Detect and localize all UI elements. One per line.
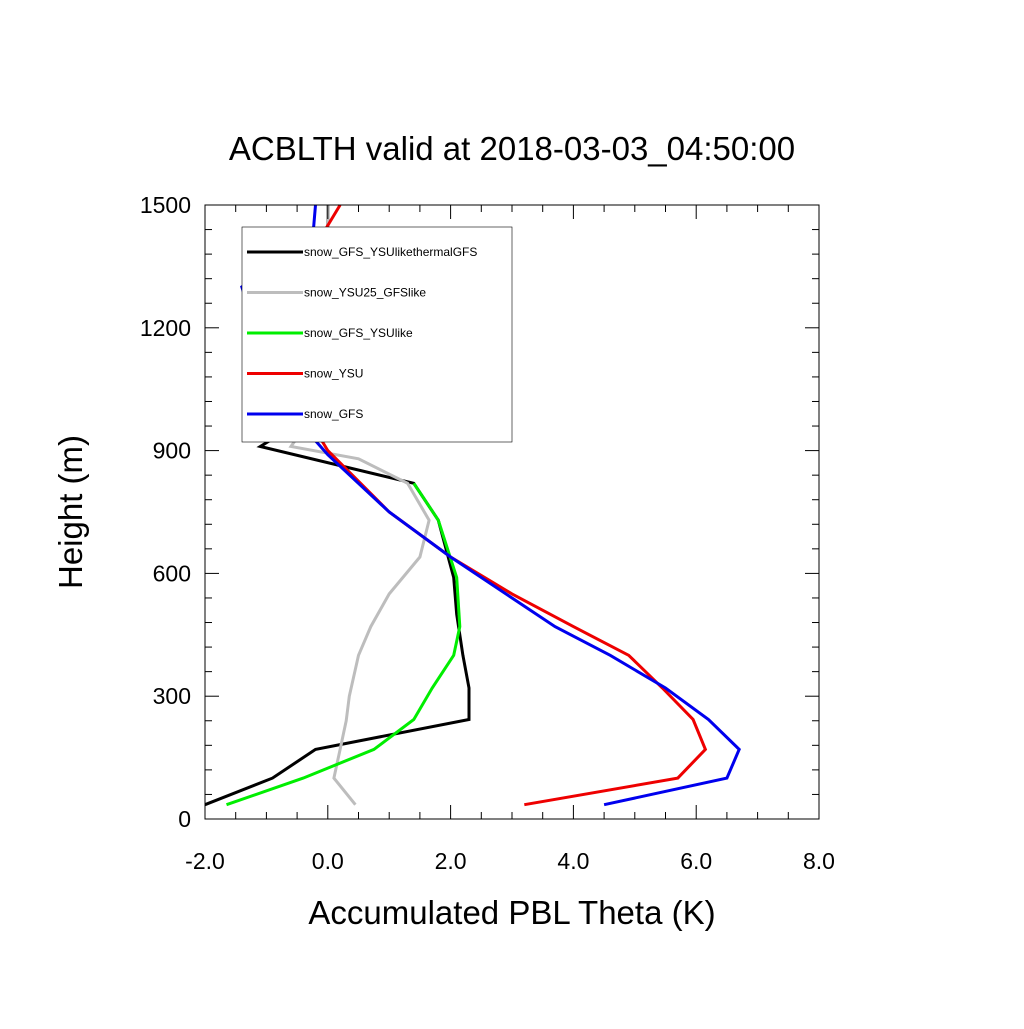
legend-label: snow_GFS_YSUlike <box>304 326 413 340</box>
x-tick-label: 0.0 <box>312 848 344 874</box>
legend-label: snow_GFS <box>304 407 363 421</box>
legend-label: snow_YSU25_GFSlike <box>304 286 426 300</box>
legend-label: snow_GFS_YSUlikethermalGFS <box>304 245 477 259</box>
y-tick-label: 0 <box>178 806 191 832</box>
y-tick-label: 300 <box>153 683 191 709</box>
y-axis-label: Height (m) <box>52 435 89 589</box>
x-axis-label: Accumulated PBL Theta (K) <box>308 894 715 931</box>
y-tick-label: 1500 <box>140 192 191 218</box>
x-axis-ticks: -2.0 0.0 2.0 4.0 6.0 8.0 <box>185 205 835 874</box>
y-axis-ticks: 0 300 600 900 1200 1500 <box>140 192 819 832</box>
y-tick-label: 1200 <box>140 315 191 341</box>
legend: snow_GFS_YSUlikethermalGFS snow_YSU25_GFS… <box>241 226 513 443</box>
x-tick-label: 8.0 <box>803 848 835 874</box>
x-tick-label: 6.0 <box>680 848 712 874</box>
y-tick-label: 900 <box>153 438 191 464</box>
x-tick-label: 2.0 <box>435 848 467 874</box>
series-line-2 <box>226 482 462 807</box>
chart-title: ACBLTH valid at 2018-03-03_04:50:00 <box>229 130 795 167</box>
y-tick-label: 600 <box>153 560 191 586</box>
x-tick-label: 4.0 <box>557 848 589 874</box>
legend-label: snow_YSU <box>304 367 363 381</box>
x-tick-label: -2.0 <box>185 848 225 874</box>
